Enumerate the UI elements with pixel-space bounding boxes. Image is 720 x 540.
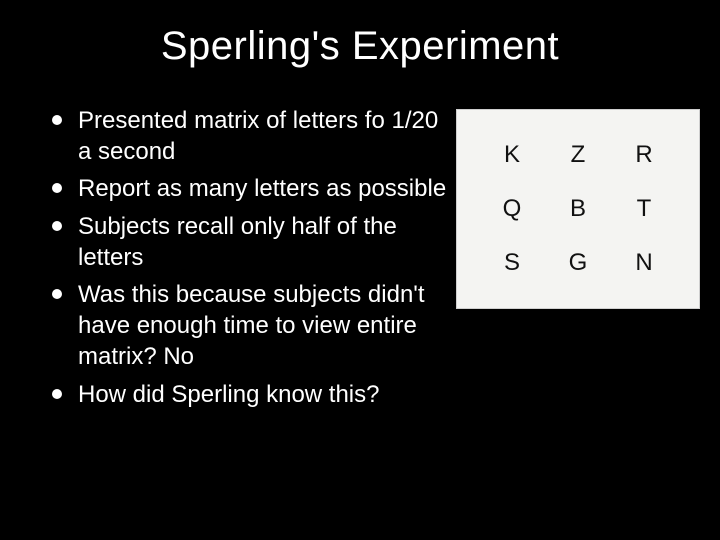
bullet-text: Subjects recall only half of the letters (78, 211, 448, 273)
bullet-text: How did Sperling know this? (78, 379, 380, 410)
bullet-item: Was this because subjects didn't have en… (52, 279, 448, 373)
bullet-text: Presented matrix of letters fo 1/20 a se… (78, 105, 448, 167)
bullet-item: Subjects recall only half of the letters (52, 211, 448, 273)
bullet-dot-icon (52, 289, 62, 299)
matrix-cell: Q (503, 195, 522, 223)
matrix-cell: Z (571, 141, 586, 169)
bullet-dot-icon (52, 115, 62, 125)
bullet-dot-icon (52, 221, 62, 231)
bullet-item: Report as many letters as possible (52, 173, 448, 204)
matrix-cell: T (637, 195, 652, 223)
slide: Sperling's Experiment Presented matrix o… (0, 0, 720, 540)
content-row: Presented matrix of letters fo 1/20 a se… (20, 105, 700, 416)
matrix-cell: G (569, 249, 588, 277)
matrix-cell: N (635, 249, 652, 277)
matrix-cell: K (504, 141, 520, 169)
matrix-cell: R (635, 141, 652, 169)
matrix-cell: S (504, 249, 520, 277)
bullet-list: Presented matrix of letters fo 1/20 a se… (20, 105, 456, 416)
matrix-cell: B (570, 195, 586, 223)
bullet-text: Report as many letters as possible (78, 173, 446, 204)
bullet-text: Was this because subjects didn't have en… (78, 279, 448, 373)
bullet-dot-icon (52, 389, 62, 399)
slide-title: Sperling's Experiment (20, 24, 700, 69)
bullet-item: Presented matrix of letters fo 1/20 a se… (52, 105, 448, 167)
bullet-dot-icon (52, 183, 62, 193)
bullet-item: How did Sperling know this? (52, 379, 448, 410)
matrix-figure: K Z R Q B T S G N (456, 105, 700, 309)
letter-matrix: K Z R Q B T S G N (456, 109, 700, 309)
